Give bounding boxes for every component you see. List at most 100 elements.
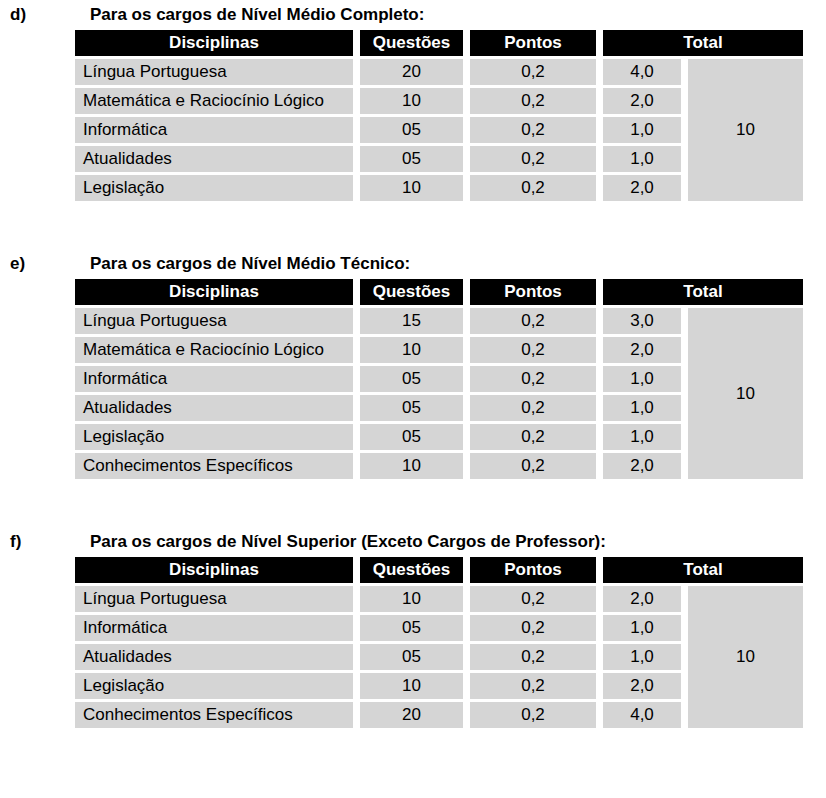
cell-questoes: 10 [360,453,463,479]
discipline-label: Conhecimentos Específicos [83,703,293,727]
table-row: Língua Portuguesa200,24,010 [75,59,803,85]
cell-total-grand: 10 [688,308,803,479]
cell-total-row: 1,0 [603,644,681,670]
cell-disciplina: Matemática e Raciocínio Lógico [75,337,353,363]
cell-disciplina: Informática [75,615,353,641]
cell-pontos: 0,2 [470,337,596,363]
cell-total-row: 2,0 [603,453,681,479]
cell-pontos: 0,2 [470,424,596,450]
cell-total-grand: 10 [688,59,803,201]
cell-total-row: 4,0 [603,59,681,85]
cell-pontos: 0,2 [470,673,596,699]
cell-questoes: 10 [360,673,463,699]
section-heading: e) Para os cargos de Nível Médio Técnico… [0,254,826,274]
discipline-label: Língua Portuguesa [83,587,227,611]
cell-pontos: 0,2 [470,88,596,114]
table-header-row: Disciplinas Questões Pontos Total [75,279,803,305]
cell-questoes: 05 [360,424,463,450]
section-title: Para os cargos de Nível Médio Técnico: [90,254,410,274]
cell-pontos: 0,2 [470,308,596,334]
column-header-questoes: Questões [360,557,463,583]
cell-total-row: 1,0 [603,366,681,392]
section-nivel-medio-completo: d) Para os cargos de Nível Médio Complet… [0,5,826,204]
cell-disciplina: Matemática e Raciocínio Lógico [75,88,353,114]
section-letter-label: f) [10,532,90,552]
cell-pontos: 0,2 [470,395,596,421]
cell-disciplina: Língua Portuguesa [75,308,353,334]
cell-total-row: 4,0 [603,702,681,728]
column-header-pontos: Pontos [470,557,596,583]
discipline-label: Legislação [83,176,164,200]
cell-questoes: 20 [360,59,463,85]
cell-disciplina: Legislação [75,424,353,450]
discipline-label: Atualidades [83,396,172,420]
cell-disciplina: Informática [75,366,353,392]
cell-disciplina: Informática [75,117,353,143]
column-header-disciplinas: Disciplinas [75,557,353,583]
column-header-questoes: Questões [360,30,463,56]
discipline-label: Conhecimentos Específicos [83,454,293,478]
section-nivel-superior: f) Para os cargos de Nível Superior (Exc… [0,532,826,731]
discipline-label: Legislação [83,425,164,449]
cell-total-row: 2,0 [603,88,681,114]
table-body: Língua Portuguesa 20 0,2 4,0 10 Matemática e … [75,59,803,201]
cell-total-row: 2,0 [603,337,681,363]
cell-pontos: 0,2 [470,586,596,612]
cell-questoes: 10 [360,88,463,114]
cell-total-row: 2,0 [603,586,681,612]
cell-pontos: 0,2 [470,644,596,670]
cell-total-row: 2,0 [603,673,681,699]
cell-pontos: 0,2 [470,366,596,392]
table-header: Disciplinas Questões Pontos Total [75,30,803,56]
discipline-label: Língua Portuguesa [83,309,227,333]
table-body: Língua Portuguesa 15 0,2 3,0 10 Matemática e … [75,308,803,479]
cell-total-row: 3,0 [603,308,681,334]
score-table-nivel-medio-completo: Disciplinas Questões Pontos Total Língua… [68,27,810,204]
cell-pontos: 0,2 [470,453,596,479]
cell-questoes: 10 [360,337,463,363]
cell-questoes: 05 [360,615,463,641]
cell-disciplina: Conhecimentos Específicos [75,453,353,479]
section-letter-label: e) [10,254,90,274]
cell-disciplina: Conhecimentos Específicos [75,702,353,728]
section-heading: f) Para os cargos de Nível Superior (Exc… [0,532,826,552]
discipline-label: Atualidades [83,147,172,171]
cell-questoes: 15 [360,308,463,334]
column-header-pontos: Pontos [470,30,596,56]
discipline-label: Matemática e Raciocínio Lógico [83,338,324,362]
cell-pontos: 0,2 [470,117,596,143]
table-body: Língua Portuguesa100,22,010Informática05… [75,586,803,728]
cell-pontos: 0,2 [470,59,596,85]
column-header-disciplinas: Disciplinas [75,279,353,305]
table-header: Disciplinas Questões Pontos Total [75,279,803,305]
cell-disciplina: Língua Portuguesa [75,586,353,612]
section-letter-label: d) [10,5,90,25]
cell-questoes: 05 [360,146,463,172]
section-title: Para os cargos de Nível Médio Completo: [90,5,424,25]
cell-disciplina: Língua Portuguesa [75,59,353,85]
table-header-row: Disciplinas Questões Pontos Total [75,557,803,583]
cell-questoes: 05 [360,395,463,421]
cell-total-row: 2,0 [603,175,681,201]
cell-pontos: 0,2 [470,702,596,728]
discipline-label: Informática [83,118,167,142]
discipline-label: Informática [83,616,167,640]
cell-disciplina: Atualidades [75,146,353,172]
discipline-label: Legislação [83,674,164,698]
column-header-disciplinas: Disciplinas [75,30,353,56]
score-table-nivel-medio-tecnico: Disciplinas Questões Pontos Total Língua… [68,276,810,482]
discipline-label: Atualidades [83,645,172,669]
section-title: Para os cargos de Nível Superior (Exceto… [90,532,606,552]
cell-questoes: 20 [360,702,463,728]
cell-questoes: 10 [360,175,463,201]
cell-pontos: 0,2 [470,146,596,172]
column-header-total: Total [603,279,803,305]
cell-total-row: 1,0 [603,615,681,641]
cell-total-row: 1,0 [603,146,681,172]
cell-questoes: 05 [360,644,463,670]
column-header-total: Total [603,30,803,56]
cell-disciplina: Atualidades [75,395,353,421]
discipline-label: Língua Portuguesa [83,60,227,84]
table-header: Disciplinas Questões Pontos Total [75,557,803,583]
cell-total-row: 1,0 [603,424,681,450]
